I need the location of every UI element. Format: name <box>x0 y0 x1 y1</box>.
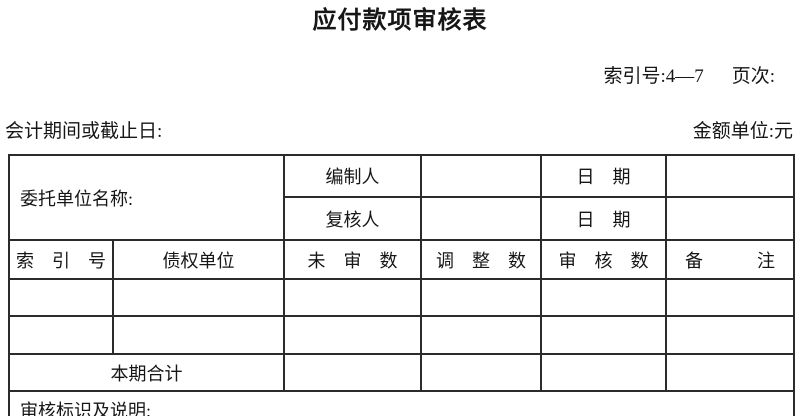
empty-cell <box>111 315 286 355</box>
empty-cell <box>111 278 286 317</box>
header-remarks: 备 注 <box>665 239 796 280</box>
amount-unit-label: 金额单位:元 <box>692 121 793 142</box>
audit-note-row: 审核标识及说明: <box>7 390 796 416</box>
empty-cell <box>420 353 543 392</box>
empty-cell <box>8 315 114 355</box>
date-label-cell-2: 日 期 <box>540 196 668 241</box>
client-name-cell: 委托单位名称: <box>7 154 286 241</box>
header-index-no: 索 引 号 <box>8 239 114 280</box>
preparer-label-cell: 编制人 <box>283 154 423 198</box>
empty-cell <box>283 353 423 392</box>
reviewer-value-cell <box>420 196 543 241</box>
preparer-value-cell <box>420 154 543 198</box>
page-number-label: 页次: <box>731 66 775 87</box>
table-row <box>8 278 796 317</box>
table-row: 复核人 日 期 <box>9 196 796 241</box>
empty-cell <box>420 278 543 317</box>
date-value-cell-2 <box>665 196 796 241</box>
page-title: 应付款项审核表 <box>312 7 488 34</box>
index-line: 索引号:4—7 页次: <box>0 39 800 114</box>
empty-cell <box>8 278 114 317</box>
empty-cell <box>665 353 796 392</box>
empty-cell <box>420 315 543 355</box>
total-row: 本期合计 <box>7 353 796 392</box>
header-creditor-unit: 债权单位 <box>111 239 286 280</box>
table-row: 委托单位名称: 编制人 日 期 <box>7 154 796 241</box>
audit-note-cell: 审核标识及说明: <box>7 390 796 416</box>
index-number: 索引号:4—7 <box>603 66 704 87</box>
date-label-cell-1: 日 期 <box>540 154 668 198</box>
table-row <box>8 315 796 355</box>
empty-cell <box>665 278 796 317</box>
empty-cell <box>283 278 423 317</box>
header-adjustment-amount: 调 整 数 <box>420 239 543 280</box>
empty-cell <box>665 315 796 355</box>
header-unaudited-amount: 未 审 数 <box>283 239 423 280</box>
header-audited-amount: 审 核 数 <box>540 239 668 280</box>
empty-cell <box>540 278 668 317</box>
empty-cell <box>540 315 668 355</box>
date-value-cell-1 <box>665 154 796 198</box>
empty-cell <box>283 315 423 355</box>
accounting-period-label: 会计期间或截止日: <box>5 121 163 142</box>
meta-line: 会计期间或截止日: 金额单位:元 <box>0 119 800 145</box>
table-header-row: 索 引 号 债权单位 未 审 数 调 整 数 审 核 数 备 注 <box>8 239 796 280</box>
empty-cell <box>540 353 668 392</box>
total-label-cell: 本期合计 <box>7 353 286 392</box>
audit-table: 委托单位名称: 编制人 日 期 复核人 日 期 索 引 号 债权单位 未 审 数… <box>7 154 796 416</box>
reviewer-label-cell: 复核人 <box>283 196 423 241</box>
